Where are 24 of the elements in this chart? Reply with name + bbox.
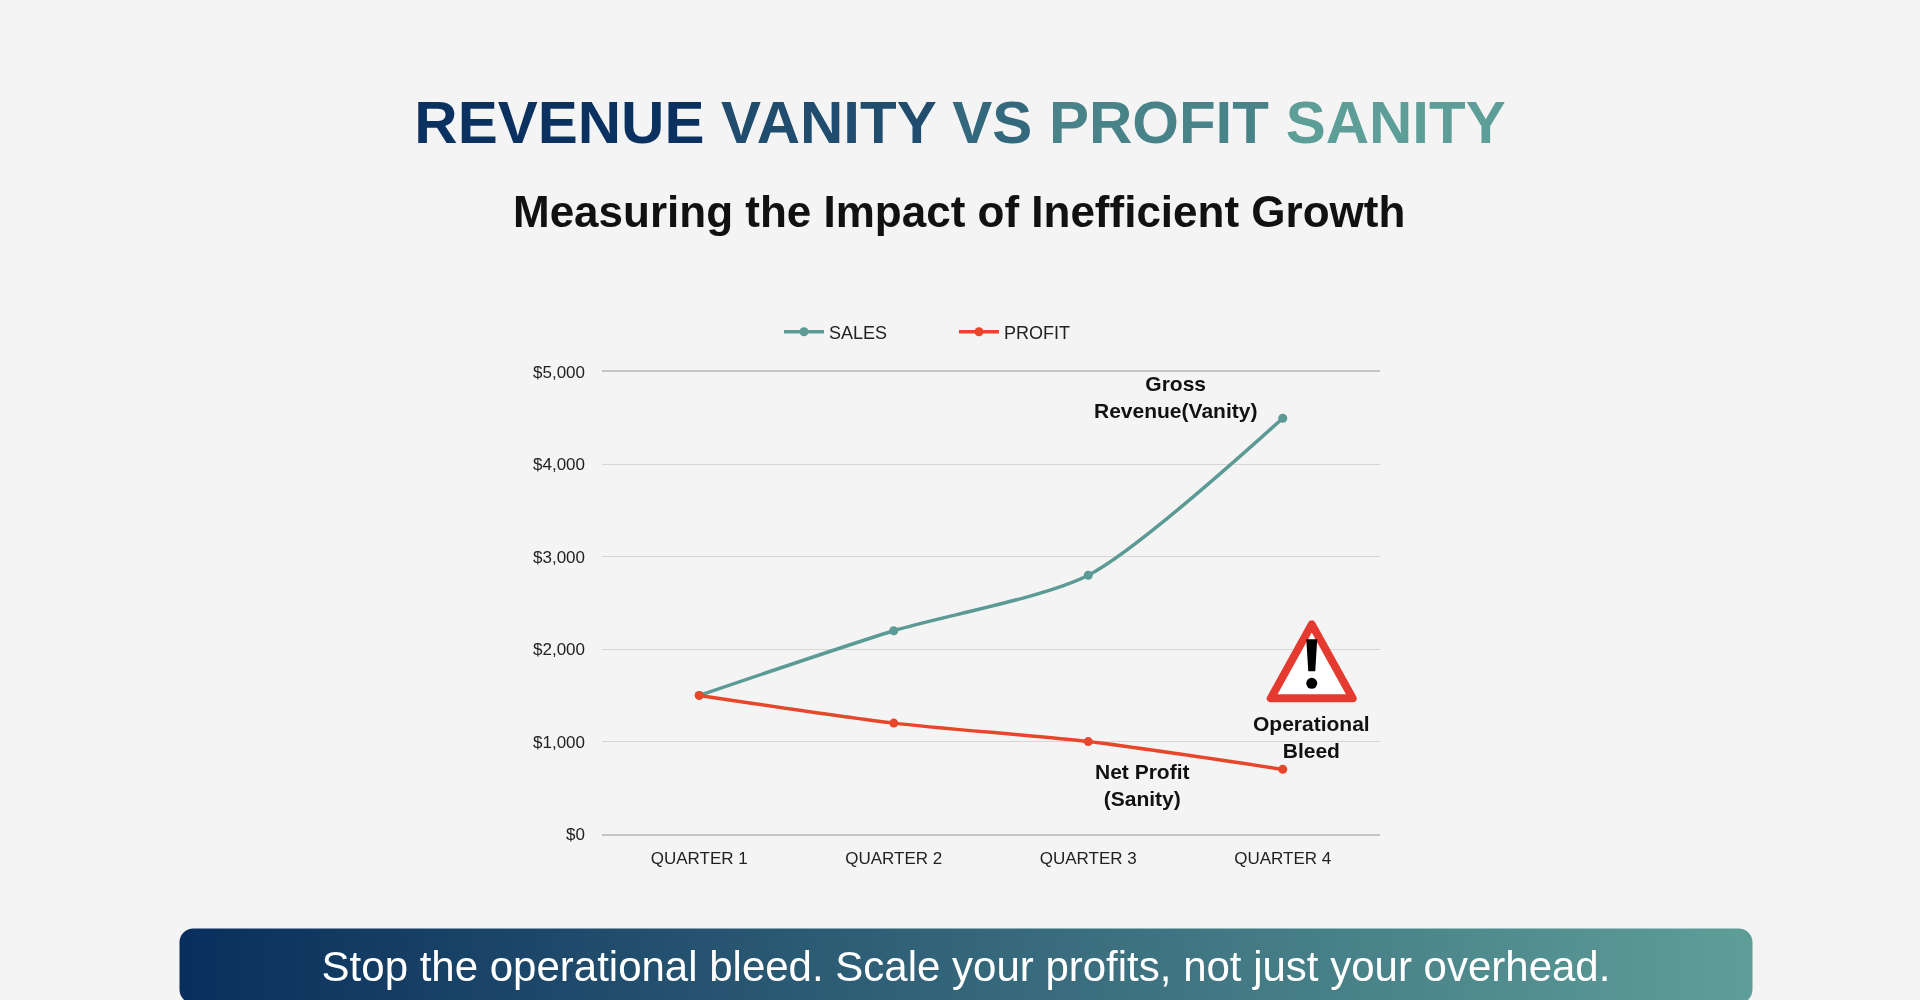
y-tick-label: $5,000 (533, 362, 585, 382)
x-tick-label: QUARTER 2 (845, 849, 943, 869)
annotation: Gross Revenue(Vanity) (1094, 372, 1258, 423)
y-tick-label: $2,000 (533, 640, 585, 660)
x-tick-label: QUARTER 3 (1039, 849, 1137, 869)
point (889, 718, 899, 728)
chart-subtitle: Measuring the Impact of Inefficient Growth (513, 187, 1406, 236)
point (1083, 570, 1093, 580)
y-tick-label: $3,000 (533, 547, 585, 567)
point (889, 626, 899, 636)
annotation: Operational Bleed (1253, 712, 1370, 763)
y-tick-label: $4,000 (533, 455, 585, 475)
y-tick-label: $1,000 (533, 732, 585, 752)
y-tick-label: $0 (566, 824, 585, 844)
x-tick-label: QUARTER 1 (650, 849, 748, 869)
chart-title: REVENUE VANITY VS PROFIT SANITY (414, 89, 1506, 156)
legend-label: PROFIT (1004, 322, 1070, 343)
annotation: Net Profit (Sanity) (1095, 760, 1190, 811)
legend-label: SALES (829, 322, 888, 343)
text: Stop the operational bleed. Scale your profits, not just your overhead. (321, 942, 1611, 990)
point (1278, 413, 1288, 423)
point (1083, 737, 1093, 747)
point (1278, 764, 1288, 774)
x-tick-label: QUARTER 4 (1234, 849, 1332, 869)
